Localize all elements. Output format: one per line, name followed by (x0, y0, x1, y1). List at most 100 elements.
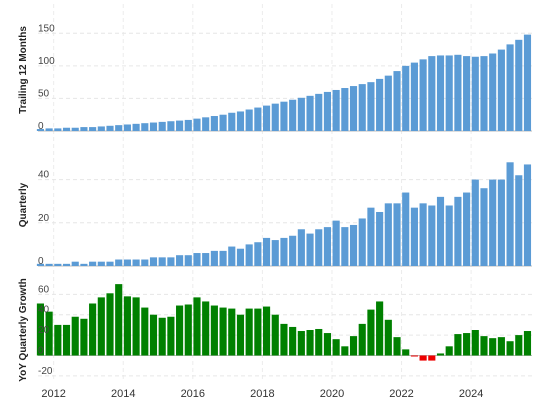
bar (254, 108, 261, 131)
bar (385, 320, 392, 356)
bar (159, 122, 166, 131)
bar (411, 355, 418, 356)
yoy-quarterly-growth-panel: -20 0 20 40 60 YoY Quarterly Growth (18, 278, 532, 382)
bar (211, 116, 218, 131)
bar (359, 84, 366, 131)
bar (80, 264, 87, 266)
bar (454, 334, 461, 355)
bar (507, 162, 514, 266)
bar (106, 126, 113, 131)
bars (37, 284, 531, 360)
bar (72, 317, 79, 356)
bar (98, 297, 105, 355)
bar (306, 96, 313, 131)
bar (515, 335, 522, 355)
x-axis: 2012 2014 2016 2018 2020 2022 2024 (41, 388, 483, 400)
bar (254, 309, 261, 356)
y-axis-label: YoY Quarterly Growth (18, 278, 29, 382)
bar (246, 244, 253, 266)
bar (263, 106, 270, 131)
y-tick-label: -20 (38, 366, 53, 377)
bar (133, 124, 140, 131)
bar (498, 50, 505, 131)
bar (133, 297, 140, 355)
bar (280, 238, 287, 266)
bar (454, 197, 461, 266)
bar (237, 111, 244, 131)
y-tick-label: 100 (38, 56, 55, 67)
bar (246, 309, 253, 356)
bar (524, 331, 531, 355)
y-axis-label: Quarterly (18, 182, 29, 227)
bar (385, 76, 392, 131)
bar (228, 113, 235, 131)
bar (463, 193, 470, 266)
bar (489, 338, 496, 355)
bar (54, 325, 61, 356)
y-tick-label: 0 (38, 345, 44, 356)
bar (228, 309, 235, 356)
x-tick-label: 2024 (459, 388, 483, 400)
y-tick-label: 60 (38, 284, 50, 295)
bar (133, 260, 140, 266)
bar (176, 121, 183, 131)
bar (515, 40, 522, 131)
bar (333, 221, 340, 266)
bar (428, 355, 435, 360)
bar (376, 79, 383, 131)
bar (220, 308, 227, 356)
bar (298, 98, 305, 131)
x-tick-label: 2012 (41, 388, 65, 400)
bar (202, 117, 209, 131)
bar (63, 325, 70, 356)
x-tick-label: 2022 (389, 388, 413, 400)
bar (237, 249, 244, 266)
bar (315, 94, 322, 131)
bar (289, 236, 296, 266)
y-tick-label: 20 (38, 325, 50, 336)
bar (411, 63, 418, 131)
bar (341, 346, 348, 355)
x-tick-label: 2020 (320, 388, 344, 400)
bar (480, 336, 487, 355)
bar (402, 66, 409, 131)
bar (446, 55, 453, 131)
bar (124, 260, 131, 266)
bar (350, 225, 357, 266)
bar (263, 307, 270, 356)
bar (437, 197, 444, 266)
bar (150, 123, 157, 131)
bar (359, 218, 366, 266)
bar (446, 206, 453, 267)
bar (254, 242, 261, 266)
bars (37, 35, 531, 131)
bar (376, 301, 383, 355)
bar (341, 227, 348, 266)
bar (306, 234, 313, 266)
bar (272, 104, 279, 131)
bar (124, 296, 131, 355)
bar (498, 180, 505, 266)
bar (150, 315, 157, 356)
quarterly-panel: 0 20 40 Quarterly (18, 162, 532, 267)
y-tick-label: 50 (38, 88, 50, 99)
bar (524, 164, 531, 266)
bar (193, 119, 200, 131)
bar (46, 264, 53, 266)
bar (446, 346, 453, 355)
bar (176, 306, 183, 356)
bar (437, 55, 444, 131)
bar (489, 180, 496, 266)
bar (115, 260, 122, 266)
bar (324, 333, 331, 355)
bar (220, 251, 227, 266)
bar (98, 262, 105, 266)
bar (393, 71, 400, 131)
bar (289, 327, 296, 356)
bar (106, 293, 113, 355)
x-tick-label: 2016 (181, 388, 205, 400)
bar (220, 115, 227, 131)
bar (480, 188, 487, 266)
bar (211, 251, 218, 266)
bar (237, 315, 244, 356)
